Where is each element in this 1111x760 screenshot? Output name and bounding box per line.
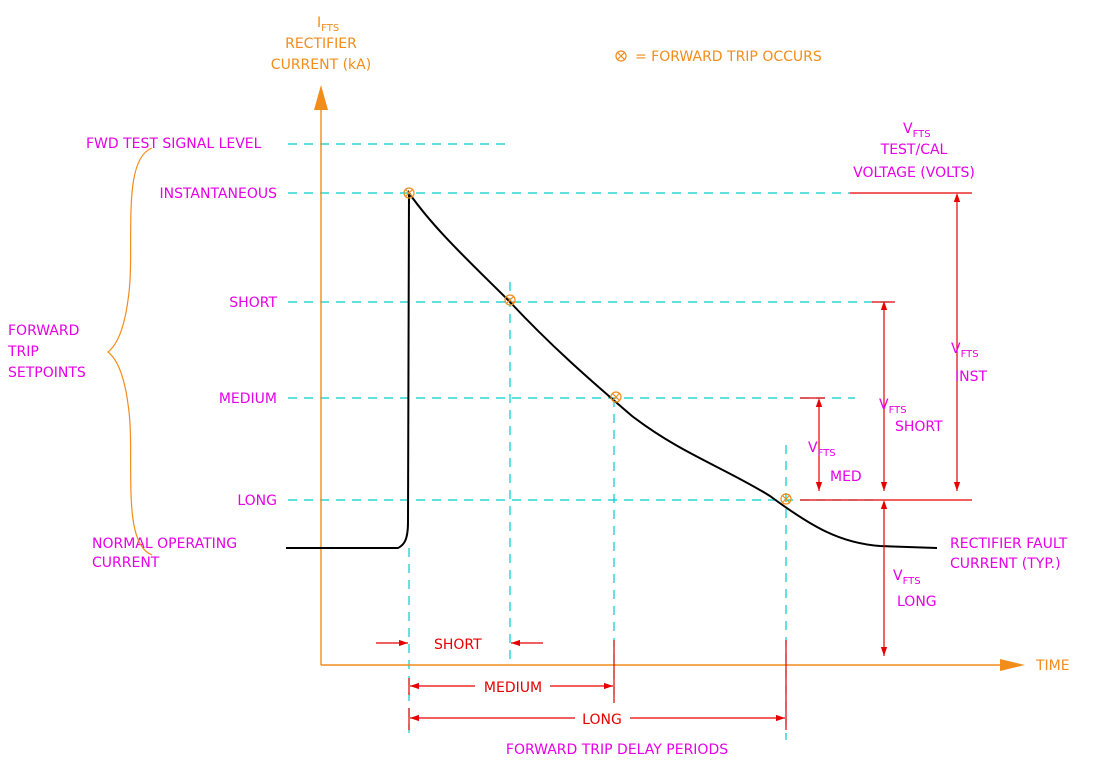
trip-marker-instantaneous — [403, 187, 415, 199]
trip-marker-long — [780, 493, 792, 505]
y-axis-line2: CURRENT (kA) — [271, 57, 371, 73]
vfts-inst-label: INST — [955, 369, 987, 385]
svg-text:FORWARD: FORWARD — [8, 323, 79, 339]
trip-marker-short — [504, 294, 516, 306]
voltage-axis-label: VFTS TEST/CAL VOLTAGE (VOLTS) — [853, 121, 975, 181]
label-long: LONG — [237, 493, 277, 509]
fault-current-label: RECTIFIER FAULT CURRENT (TYP.) — [950, 536, 1068, 572]
vfts-short-label: SHORT — [895, 419, 943, 435]
axes — [314, 85, 1025, 671]
level-labels: FWD TEST SIGNAL LEVEL INSTANTANEOUS SHOR… — [86, 136, 277, 571]
y-axis-line1: RECTIFIER — [285, 36, 357, 52]
x-axis-label: TIME — [1035, 658, 1070, 674]
horizontal-guides — [288, 143, 895, 501]
svg-text:IFTS: IFTS — [317, 15, 339, 34]
svg-text:SETPOINTS: SETPOINTS — [8, 365, 86, 381]
label-normal-line2: CURRENT — [92, 555, 160, 571]
legend-text: = FORWARD TRIP OCCURS — [635, 49, 822, 65]
label-medium: MEDIUM — [219, 391, 277, 407]
vfts-short-symbol: VFTS — [879, 397, 907, 416]
delay-medium-label: MEDIUM — [484, 680, 542, 696]
vfts-labels: VFTS INST VFTS SHORT VFTS MED VFTS LONG — [808, 341, 987, 610]
label-instantaneous: INSTANTANEOUS — [159, 186, 277, 202]
vfts-med-symbol: VFTS — [808, 440, 836, 459]
svg-text:VOLTAGE (VOLTS): VOLTAGE (VOLTS) — [853, 165, 975, 181]
delay-periods-caption: FORWARD TRIP DELAY PERIODS — [506, 742, 728, 758]
label-fwd-test-signal: FWD TEST SIGNAL LEVEL — [86, 136, 262, 152]
svg-text:TEST/CAL: TEST/CAL — [880, 142, 948, 158]
vfts-long-label: LONG — [897, 594, 937, 610]
x-axis-arrow — [1000, 659, 1025, 671]
label-normal-line1: NORMAL OPERATING — [92, 536, 237, 552]
rectifier-current-curve — [286, 189, 938, 549]
y-axis-subscript: FTS — [321, 23, 339, 34]
legend: = FORWARD TRIP OCCURS — [615, 49, 822, 65]
setpoints-label: FORWARD TRIP SETPOINTS — [7, 323, 86, 381]
y-axis-arrow — [314, 85, 328, 110]
label-short: SHORT — [229, 295, 277, 311]
delay-long-label: LONG — [582, 712, 622, 728]
svg-text:CURRENT (TYP.): CURRENT (TYP.) — [950, 556, 1061, 572]
delay-short-label: SHORT — [434, 637, 482, 653]
voltage-dimension-arrows — [815, 193, 961, 656]
svg-text:TRIP: TRIP — [7, 344, 39, 360]
trip-marker-medium — [610, 391, 622, 403]
legend-marker-icon — [615, 50, 627, 62]
vfts-inst-symbol: VFTS — [951, 341, 979, 360]
svg-text:VFTS: VFTS — [903, 121, 931, 140]
svg-text:RECTIFIER FAULT: RECTIFIER FAULT — [950, 536, 1068, 552]
delay-period-lines — [376, 639, 787, 730]
y-axis-symbol: I — [317, 15, 321, 31]
y-axis-label: IFTS RECTIFIER CURRENT (kA) — [271, 15, 371, 73]
trip-markers — [403, 187, 792, 505]
vfts-long-symbol: VFTS — [893, 568, 921, 587]
delay-period-labels: SHORT MEDIUM LONG FORWARD TRIP DELAY PER… — [434, 637, 728, 758]
setpoints-brace — [107, 147, 153, 556]
vfts-med-label: MED — [830, 469, 862, 485]
vertical-guides — [408, 282, 787, 740]
